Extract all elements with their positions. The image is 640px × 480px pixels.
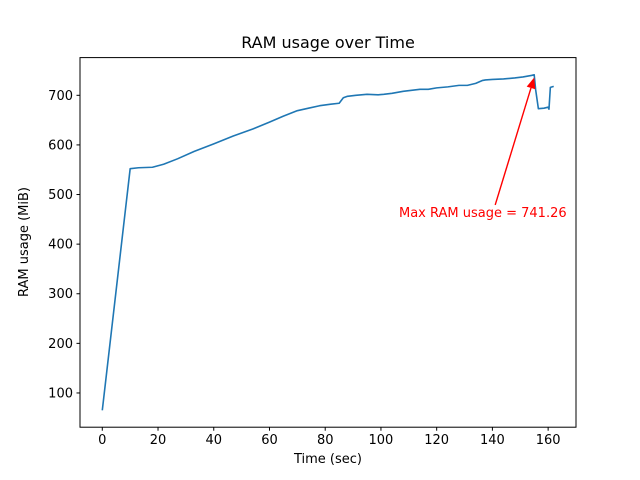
plot-frame xyxy=(79,57,577,428)
y-tick-label: 400 xyxy=(48,238,73,253)
x-tick-label: 100 xyxy=(369,433,394,448)
chart-title: RAM usage over Time xyxy=(241,33,415,52)
x-tick-label: 80 xyxy=(317,433,334,448)
x-tick-label: 120 xyxy=(424,433,449,448)
y-tick-label: 500 xyxy=(48,188,73,203)
y-axis-label: RAM usage (MiB) xyxy=(17,187,32,297)
x-tick-label: 160 xyxy=(536,433,561,448)
y-tick-label: 300 xyxy=(48,287,73,302)
x-tick-label: 140 xyxy=(480,433,505,448)
y-tick-label: 100 xyxy=(48,386,73,401)
x-axis-label: Time (sec) xyxy=(293,452,362,467)
x-tick-label: 60 xyxy=(261,433,278,448)
x-tick-label: 0 xyxy=(98,433,106,448)
y-tick-label: 600 xyxy=(48,138,73,153)
x-tick-label: 40 xyxy=(205,433,222,448)
annotation-arrow-head xyxy=(526,77,536,90)
annotation-arrow-shaft xyxy=(494,87,532,206)
max-ram-annotation: Max RAM usage = 741.26 xyxy=(399,206,567,221)
x-tick-label: 20 xyxy=(150,433,167,448)
y-tick-label: 700 xyxy=(48,89,73,104)
y-tick-label: 200 xyxy=(48,337,73,352)
ram-usage-line xyxy=(101,74,554,411)
